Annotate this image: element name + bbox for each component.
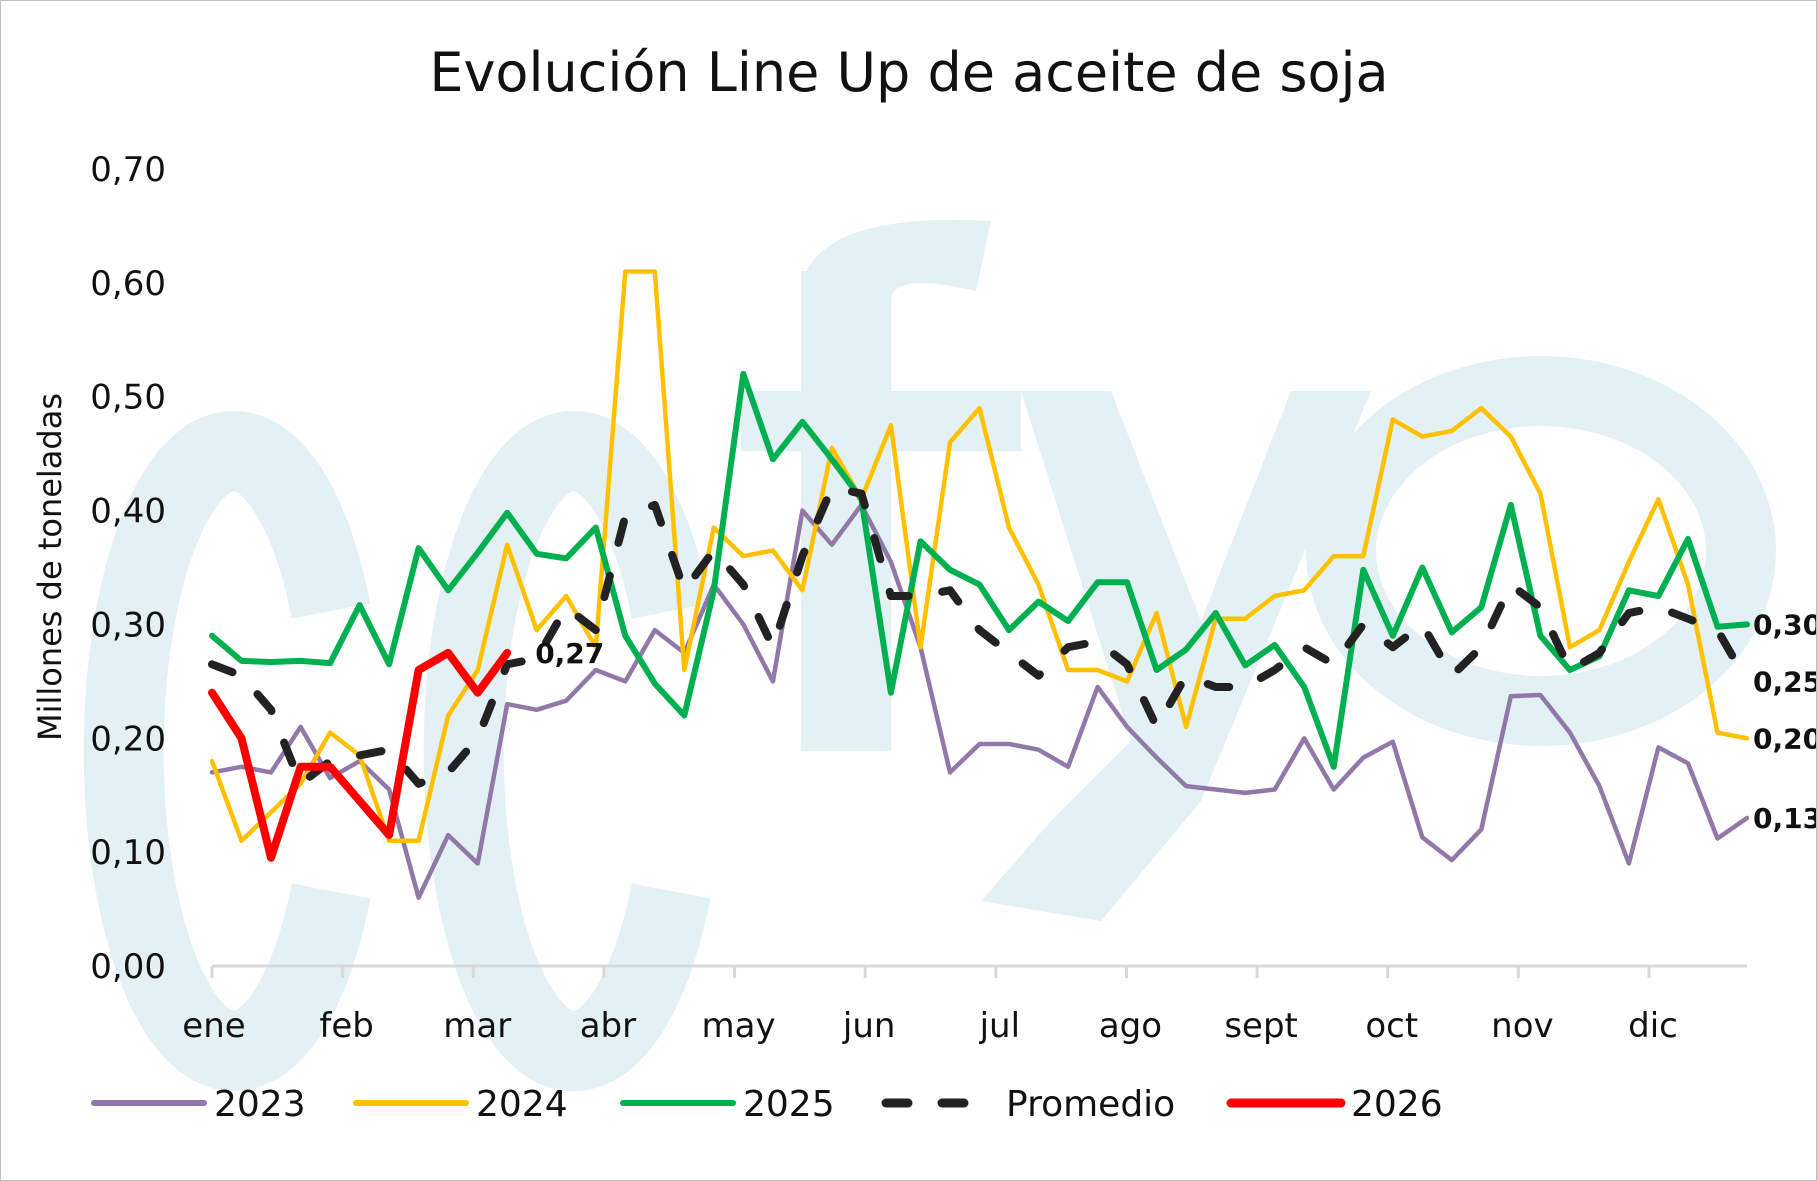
end-label-2024: 0,20	[1753, 722, 1817, 755]
end-label-promedio: 0,25	[1753, 665, 1817, 698]
y-tick-label: 0,60	[90, 264, 166, 304]
legend-label-2026: 2026	[1351, 1084, 1443, 1125]
series-line-2025	[209, 370, 1750, 770]
end-label-2025: 0,30	[1753, 608, 1817, 641]
watermark-letter-o	[1306, 356, 1776, 746]
watermark-letter-f-stem	[801, 271, 891, 751]
watermark-letter-c	[83, 411, 371, 1091]
legend-label-promedio: Promedio	[1006, 1084, 1175, 1125]
y-tick-label: 0,30	[90, 605, 166, 645]
legend-label-2025: 2025	[743, 1084, 835, 1125]
chart-title: Evolución Line Up de aceite de soja	[429, 41, 1388, 104]
watermark-letter-c2	[423, 411, 711, 1091]
watermark-logo	[83, 219, 1776, 1091]
x-tick-label: ago	[1099, 1006, 1162, 1046]
y-tick-label: 0,50	[90, 378, 166, 418]
x-tick-label: jun	[842, 1006, 896, 1046]
series-line-2023	[209, 502, 1750, 900]
y-tick-label: 0,10	[90, 833, 166, 873]
y-axis-label: Millones de toneladas	[31, 393, 69, 741]
x-tick-label: mar	[443, 1006, 511, 1046]
x-tick-label: nov	[1491, 1006, 1553, 1046]
end-labels: 0,13 0,20 0,30 0,25 0,27	[535, 608, 1817, 835]
x-axis: ene feb mar abr may jun jul ago sept oct nov dic	[182, 964, 1747, 1046]
x-tick-label: jul	[979, 1006, 1020, 1046]
legend-label-2023: 2023	[214, 1084, 306, 1125]
x-tick-label: abr	[580, 1006, 636, 1046]
y-tick-label: 0,20	[90, 719, 166, 759]
series-line-promedio	[208, 483, 1751, 788]
x-tick-label: sept	[1224, 1006, 1298, 1046]
x-tick-label: may	[702, 1006, 776, 1046]
x-tick-label: ene	[182, 1006, 245, 1046]
x-tick-label: oct	[1365, 1006, 1418, 1046]
series-lines	[208, 269, 1751, 900]
watermark-letter-f-hook	[801, 219, 991, 301]
legend: 2023 2024 2025 Promedio 2026	[91, 1084, 1443, 1125]
end-label-2023: 0,13	[1753, 802, 1817, 835]
x-tick-label: feb	[319, 1006, 373, 1046]
x-tick-label: dic	[1628, 1006, 1678, 1046]
y-tick-label: 0,00	[90, 947, 166, 987]
end-label-2026: 0,27	[535, 637, 604, 670]
y-tick-label: 0,70	[90, 150, 166, 190]
legend-label-2024: 2024	[476, 1084, 568, 1125]
y-tick-label: 0,40	[90, 492, 166, 532]
y-axis: 0,00 0,10 0,20 0,30 0,40 0,50 0,60 0,70	[90, 150, 166, 987]
